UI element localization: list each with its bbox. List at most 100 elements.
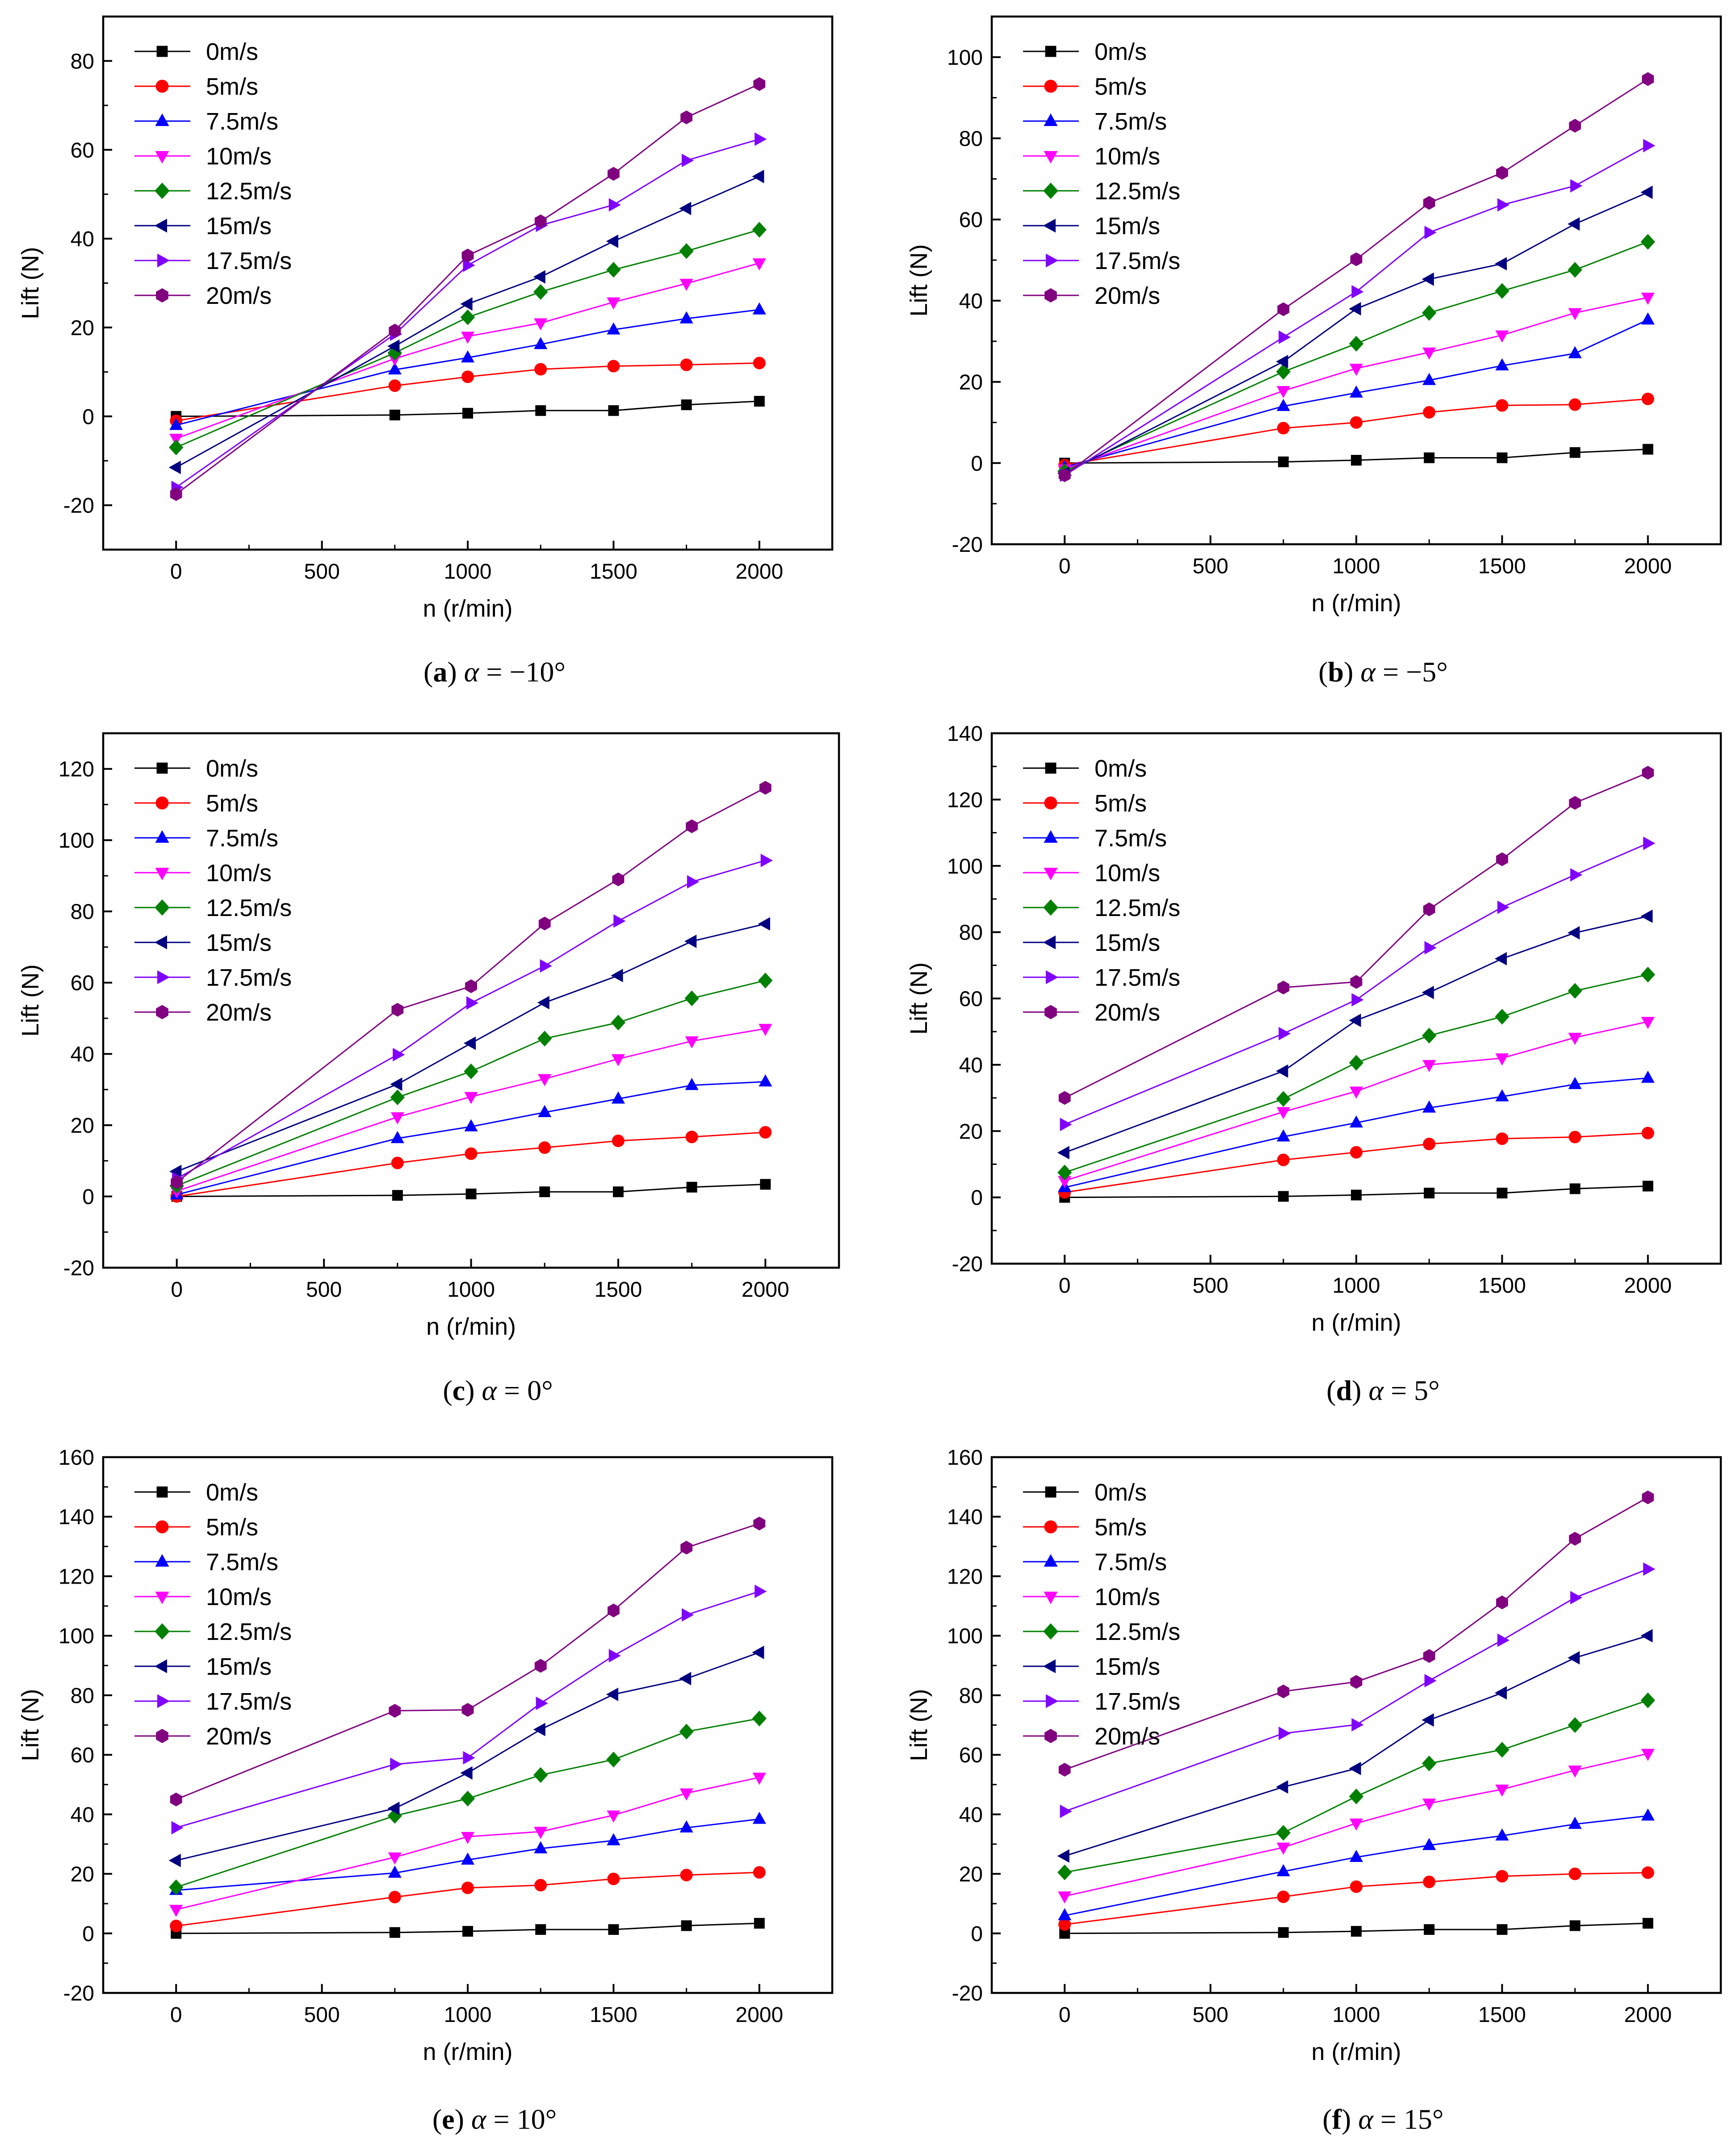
data-point: [540, 959, 552, 973]
data-point: [1279, 330, 1291, 344]
legend-label: 10m/s: [206, 860, 272, 887]
legend-label: 5m/s: [206, 73, 258, 100]
data-point: [1276, 1064, 1288, 1078]
data-point: [1495, 1742, 1510, 1758]
y-tick-label: 20: [71, 1863, 94, 1887]
legend-label: 20m/s: [1094, 1723, 1160, 1750]
data-point: [534, 337, 548, 349]
legend-marker: [1045, 1486, 1057, 1498]
series-0m/s: [1059, 1181, 1653, 1203]
data-point: [608, 1649, 621, 1663]
data-point: [1641, 1748, 1655, 1761]
data-point: [1423, 406, 1436, 419]
data-point: [759, 1126, 772, 1139]
chart-panel-b: 0 500 1000 1500 2000 -20 0 20 40 60 80 100 n (r/min)…: [906, 15, 1722, 688]
data-point: [461, 350, 475, 363]
x-tick-label: 1500: [1478, 555, 1526, 578]
data-point: [612, 1186, 624, 1198]
legend-marker: [1044, 868, 1058, 881]
panel-caption: (c) α = 0°: [443, 1374, 553, 1406]
legend-label: 7.5m/s: [206, 825, 278, 852]
y-tick-label: 0: [971, 1922, 983, 1946]
y-tick-label: 60: [71, 1744, 94, 1767]
y-tick-label: 40: [959, 1803, 983, 1827]
series-20m/s: [170, 1517, 766, 1807]
data-point: [1497, 1188, 1508, 1198]
data-point: [1423, 1875, 1436, 1888]
data-point: [606, 262, 621, 278]
legend-label: 20m/s: [206, 282, 272, 309]
legend-marker: [155, 80, 169, 93]
legend-marker: [155, 899, 170, 916]
data-point: [1422, 1100, 1436, 1113]
data-point: [1350, 252, 1363, 266]
legend-label: 15m/s: [1094, 1653, 1160, 1680]
data-point: [461, 1881, 474, 1894]
data-point: [1640, 909, 1653, 923]
data-point: [1349, 302, 1361, 316]
y-tick-label: 0: [82, 1185, 94, 1209]
series-line: [176, 1871, 759, 1927]
legend-label: 5m/s: [206, 1514, 258, 1541]
data-point: [1278, 1927, 1289, 1938]
data-point: [1277, 980, 1290, 995]
series-12.5m/s: [1057, 1692, 1655, 1880]
legend-label: 7.5m/s: [1094, 825, 1167, 852]
data-point: [1642, 444, 1653, 455]
series-10m/s: [170, 1024, 772, 1199]
data-point: [461, 370, 474, 383]
y-tick-label: 80: [959, 127, 983, 151]
data-point: [1351, 1718, 1364, 1732]
legend-marker: [1046, 253, 1059, 268]
data-point: [680, 1869, 693, 1882]
y-tick-label: 100: [59, 1625, 94, 1648]
data-point: [1568, 262, 1582, 278]
data-point: [1568, 926, 1580, 940]
data-point: [462, 408, 473, 419]
series-0m/s: [1059, 444, 1653, 469]
data-point: [1276, 1842, 1290, 1855]
legend-marker: [1044, 1005, 1057, 1019]
data-point: [608, 198, 621, 212]
data-point: [388, 1852, 402, 1865]
data-point: [1495, 358, 1509, 370]
data-point: [388, 362, 402, 374]
data-point: [1423, 1138, 1436, 1151]
data-point: [1349, 1115, 1363, 1128]
data-point: [534, 318, 548, 331]
y-tick-label: 0: [971, 1186, 983, 1210]
data-point: [537, 1030, 552, 1047]
data-point: [753, 357, 766, 370]
data-point: [390, 1131, 404, 1143]
legend-label: 15m/s: [1094, 213, 1160, 240]
legend-label: 10m/s: [1094, 1584, 1160, 1610]
data-point: [1422, 305, 1437, 321]
y-tick-label: 140: [947, 722, 983, 746]
series-10m/s: [1058, 1748, 1655, 1904]
series-5m/s: [1058, 1866, 1654, 1931]
data-point: [681, 1920, 692, 1931]
legend-label: 0m/s: [1094, 755, 1147, 782]
data-point: [1276, 364, 1291, 380]
data-point: [391, 1003, 404, 1017]
x-tick-label: 500: [1193, 555, 1229, 578]
data-point: [1422, 986, 1434, 1000]
data-point: [460, 1791, 475, 1807]
legend-marker: [1043, 1623, 1058, 1640]
data-point: [611, 969, 623, 983]
data-point: [1058, 1908, 1072, 1921]
data-point: [1423, 1649, 1435, 1663]
data-point: [1641, 1126, 1654, 1139]
x-tick-label: 1000: [1333, 2003, 1380, 2027]
y-tick-label: 140: [59, 1505, 94, 1529]
data-point: [681, 399, 692, 410]
data-point: [752, 258, 766, 271]
legend-label: 0m/s: [206, 1479, 258, 1506]
y-tick-label: 20: [959, 371, 983, 395]
legend-label: 20m/s: [206, 1723, 272, 1750]
data-point: [1495, 330, 1509, 343]
data-point: [466, 996, 479, 1010]
data-point: [606, 1687, 618, 1701]
legend-marker: [155, 182, 170, 199]
data-point: [1349, 364, 1363, 376]
